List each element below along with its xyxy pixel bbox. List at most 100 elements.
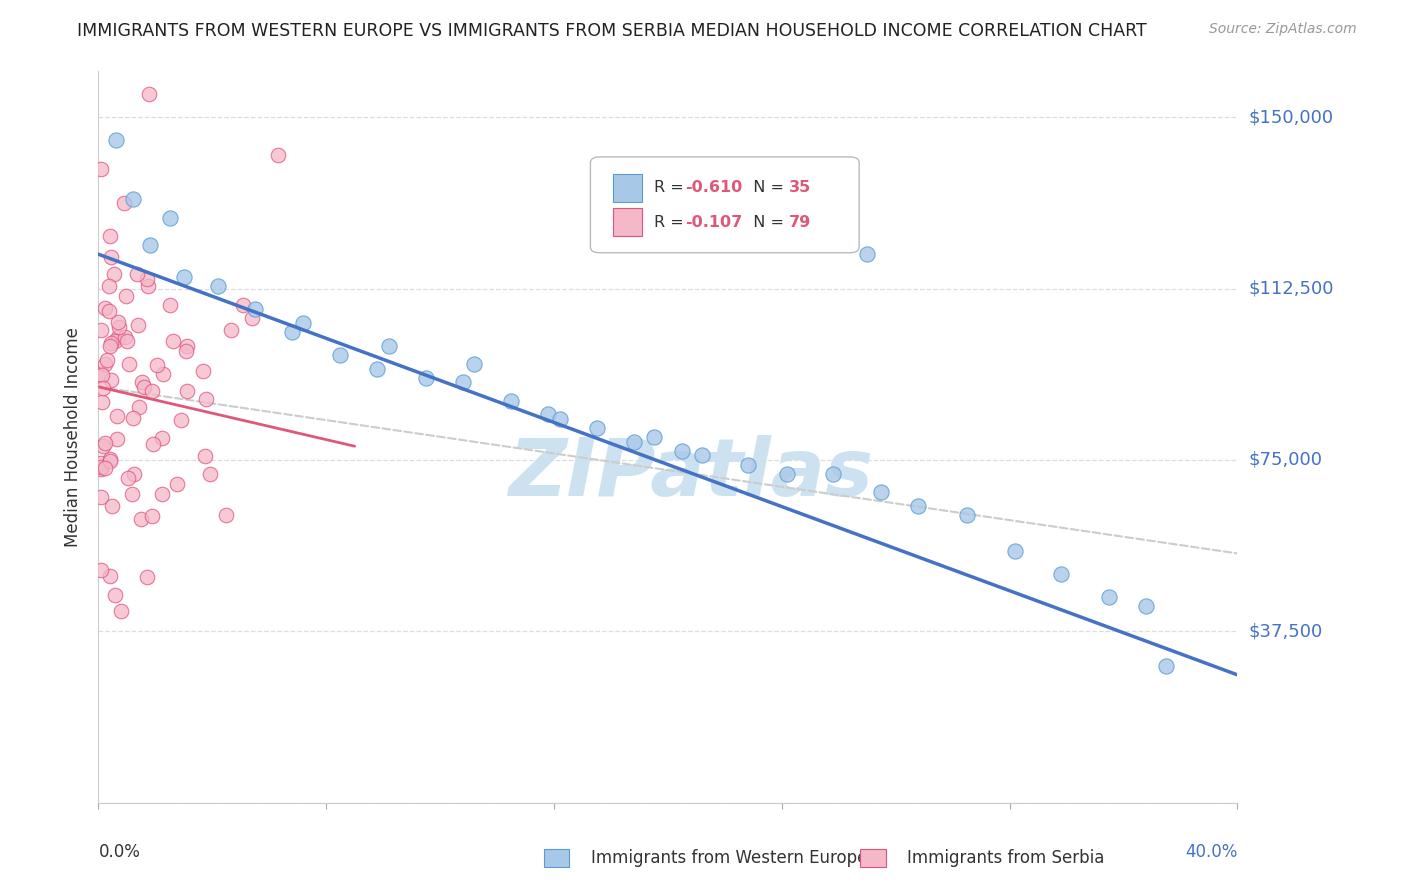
Text: -0.610: -0.610 — [685, 180, 742, 195]
Point — [104, 589, 127, 603]
Point — [90, 459, 112, 474]
Point — [98, 454, 121, 468]
Point — [131, 375, 153, 389]
Point — [537, 407, 560, 421]
Point — [98, 569, 121, 583]
Point — [138, 87, 160, 102]
Point — [366, 361, 388, 376]
Point — [136, 569, 159, 583]
Text: R =: R = — [654, 215, 689, 229]
Point — [136, 278, 159, 293]
Point — [1049, 567, 1071, 582]
Point — [90, 491, 112, 505]
Point — [142, 436, 165, 450]
Text: 40.0%: 40.0% — [1185, 843, 1237, 861]
Point — [107, 330, 129, 344]
Text: N =: N = — [742, 215, 789, 229]
Text: $37,500: $37,500 — [1249, 623, 1323, 640]
Point — [90, 457, 112, 471]
Point — [737, 458, 759, 472]
Point — [138, 238, 160, 252]
Point — [115, 289, 138, 303]
Point — [128, 401, 150, 415]
Text: Immigrants from Western Europe: Immigrants from Western Europe — [591, 849, 868, 867]
Text: Source: ZipAtlas.com: Source: ZipAtlas.com — [1209, 22, 1357, 37]
Point — [93, 435, 115, 450]
Point — [501, 393, 523, 408]
Point — [150, 486, 173, 500]
Point — [98, 229, 121, 244]
Y-axis label: Median Household Income: Median Household Income — [65, 327, 83, 547]
Point — [166, 477, 188, 491]
Point — [1098, 590, 1121, 604]
Point — [585, 421, 607, 435]
Point — [671, 443, 693, 458]
Text: -0.107: -0.107 — [685, 215, 742, 229]
Text: ZIPatlas: ZIPatlas — [508, 434, 873, 513]
Point — [176, 384, 198, 399]
Point — [124, 467, 146, 481]
Bar — [613, 174, 641, 202]
Point — [266, 147, 288, 161]
Point — [1135, 599, 1157, 614]
Point — [231, 298, 253, 312]
Text: R =: R = — [654, 180, 689, 195]
Point — [907, 499, 929, 513]
Point — [105, 409, 128, 424]
Point — [96, 353, 118, 368]
Point — [90, 368, 112, 383]
Point — [115, 334, 138, 348]
Point — [198, 467, 221, 481]
Point — [94, 357, 117, 371]
Point — [378, 338, 401, 352]
Point — [856, 247, 879, 261]
Point — [776, 467, 799, 481]
Point — [91, 381, 114, 395]
Point — [463, 357, 485, 371]
Point — [90, 368, 112, 382]
Text: 35: 35 — [789, 180, 811, 195]
Point — [623, 434, 645, 449]
Point — [101, 499, 124, 513]
Point — [100, 335, 122, 350]
Point — [162, 334, 184, 349]
Point — [117, 471, 139, 485]
Point — [107, 315, 129, 329]
Point — [243, 301, 266, 317]
Point — [240, 311, 263, 326]
Point — [114, 330, 136, 344]
Point — [100, 339, 122, 353]
Point — [159, 211, 181, 225]
Point — [870, 484, 893, 499]
Point — [118, 357, 141, 371]
FancyBboxPatch shape — [591, 157, 859, 252]
Point — [104, 334, 127, 348]
Point — [129, 511, 152, 525]
Bar — [613, 208, 641, 235]
Point — [90, 162, 112, 177]
Text: $150,000: $150,000 — [1249, 108, 1333, 126]
Point — [110, 604, 132, 618]
Point — [141, 509, 163, 524]
Point — [176, 339, 198, 353]
Point — [191, 364, 214, 378]
Point — [152, 367, 174, 381]
Text: 0.0%: 0.0% — [98, 843, 141, 861]
Point — [107, 320, 129, 334]
Point — [150, 431, 173, 445]
Point — [94, 301, 117, 315]
Point — [329, 348, 352, 362]
Point — [146, 358, 169, 372]
Text: IMMIGRANTS FROM WESTERN EUROPE VS IMMIGRANTS FROM SERBIA MEDIAN HOUSEHOLD INCOME: IMMIGRANTS FROM WESTERN EUROPE VS IMMIGR… — [77, 22, 1147, 40]
Text: N =: N = — [742, 180, 789, 195]
Point — [221, 323, 243, 337]
Point — [91, 439, 114, 453]
Point — [90, 461, 112, 475]
Point — [121, 486, 143, 500]
Point — [90, 394, 112, 409]
Text: $75,000: $75,000 — [1249, 451, 1323, 469]
Point — [415, 370, 437, 384]
Point — [214, 508, 236, 522]
Point — [90, 563, 112, 577]
Point — [1004, 544, 1026, 558]
